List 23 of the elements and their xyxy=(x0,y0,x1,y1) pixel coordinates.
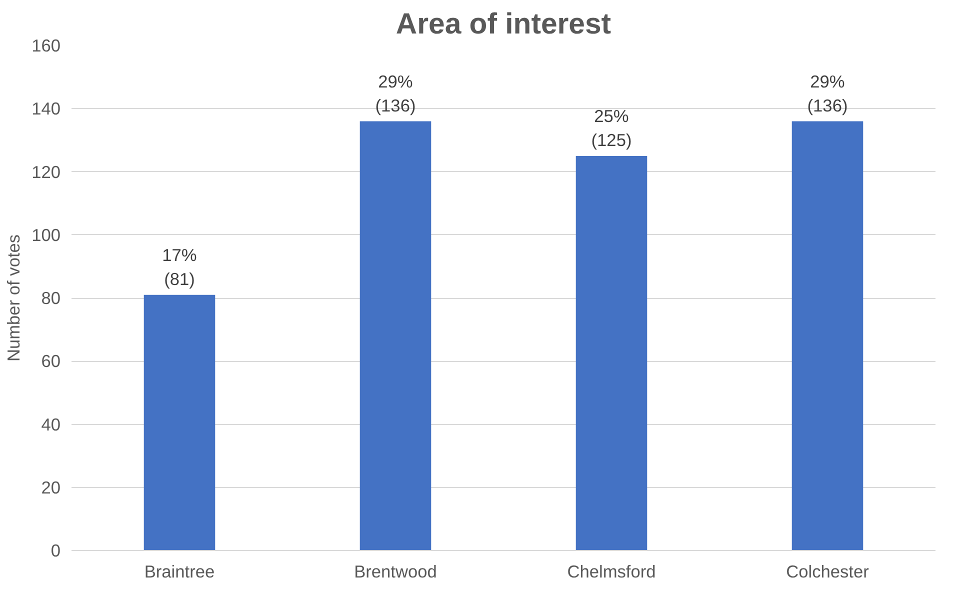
data-label: 29% (136) xyxy=(807,71,848,116)
x-tick-label: Colchester xyxy=(786,562,870,582)
bar xyxy=(792,121,864,550)
bar xyxy=(360,121,432,550)
y-tick-label: 140 xyxy=(32,98,61,119)
y-tick-label: 100 xyxy=(32,224,61,245)
chart-title: Area of interest xyxy=(396,8,612,40)
y-tick-label: 80 xyxy=(41,288,61,308)
x-tick-label: Chelmsford xyxy=(567,562,656,582)
y-tick-label: 60 xyxy=(41,351,61,372)
data-label: 25% (125) xyxy=(591,106,632,150)
x-tick-label: Brentwood xyxy=(354,562,437,582)
bar xyxy=(144,294,216,550)
y-axis-title: Number of votes xyxy=(4,234,24,362)
bar xyxy=(576,156,648,550)
y-tick-label: 120 xyxy=(32,162,61,182)
y-tick-label: 40 xyxy=(41,414,61,434)
data-label: 29% (136) xyxy=(375,71,416,116)
x-tick-label: Braintree xyxy=(144,562,215,582)
data-label: 17% (81) xyxy=(162,244,197,289)
y-tick-label: 20 xyxy=(41,477,61,498)
y-tick-label: 160 xyxy=(32,36,61,56)
y-tick-label: 0 xyxy=(50,540,61,560)
